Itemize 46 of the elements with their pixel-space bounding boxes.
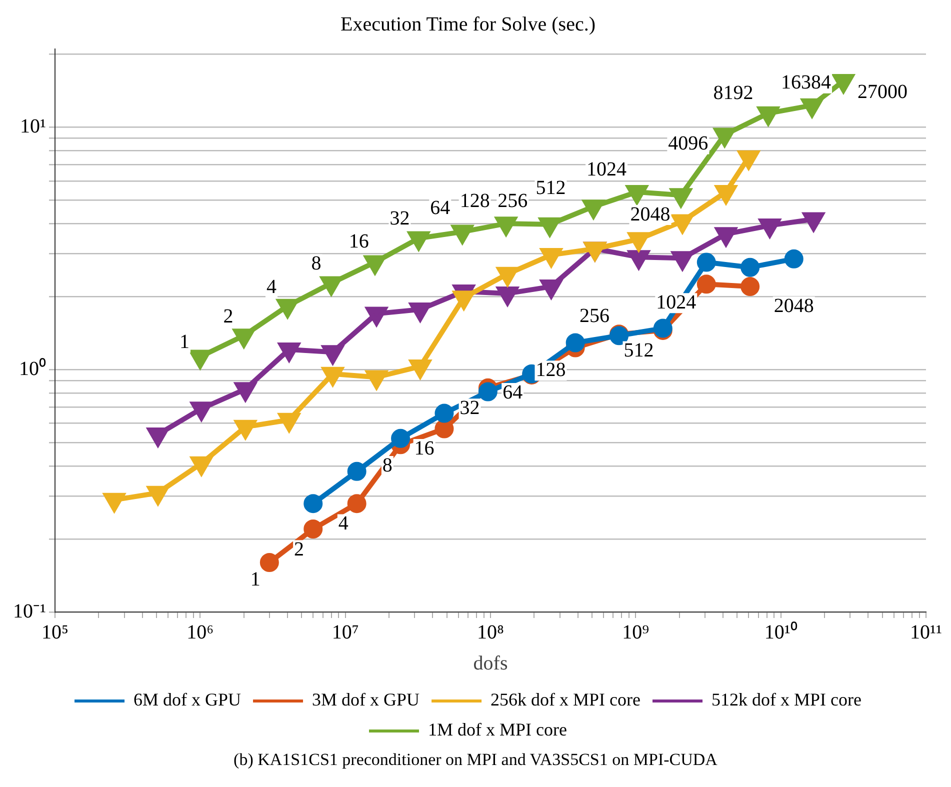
x-tick-label: 10⁵ (42, 621, 68, 644)
chart-title: Execution Time for Solve (sec.) (340, 13, 596, 36)
annotation: 1 (180, 331, 190, 353)
legend-label: 256k dof x MPI core (490, 690, 641, 710)
x-tick-label: 10¹¹ (910, 621, 942, 644)
y-tick-label: 10¹ (20, 115, 46, 138)
x-axis-title: dofs (473, 652, 508, 674)
annotation: 16 (414, 437, 434, 460)
annotation: 4 (266, 276, 276, 298)
annotation: 8 (311, 252, 322, 274)
annotation: 64 (502, 381, 523, 404)
legend-label: 1M dof x MPI core (428, 720, 567, 740)
annotation: 2 (223, 306, 234, 328)
annotation: 16 (348, 230, 369, 253)
annotation: 256 (579, 305, 610, 328)
annotation: 16384 (781, 72, 832, 94)
x-tick-label: 10⁹ (622, 621, 650, 644)
annotation: 4096 (668, 132, 708, 154)
annotation: 8192 (713, 82, 754, 104)
annotation: 32 (390, 207, 410, 230)
annotation: 1 (250, 568, 260, 591)
text: (b) KA1S1CS1 preconditioner on MPI and VA3S5CS1 on MPI-CUDA (232, 750, 718, 770)
y-tick-label: 10⁻¹ (12, 600, 46, 622)
annotation: 2048 (774, 294, 814, 317)
legend-label: 512k dof x MPI core (712, 690, 862, 710)
x-tick-label: 10⁷ (332, 621, 359, 644)
y-tick-label: 10⁰ (18, 356, 46, 380)
annotation: 2 (294, 538, 304, 560)
annotation: 1024 (656, 291, 696, 314)
annotation: 128 (536, 358, 566, 381)
annotation: 512 (536, 177, 566, 200)
annotation: 128 (460, 190, 490, 212)
annotation: 512 (624, 339, 654, 362)
annotation: 27000 (857, 81, 908, 104)
legend-label: 6M dof x GPU (134, 690, 242, 710)
annotation: 1024 (586, 158, 627, 180)
x-tick-label: 10⁸ (477, 621, 504, 644)
annotation: 8 (382, 454, 392, 476)
annotation: 64 (430, 197, 450, 220)
annotation: 4 (338, 512, 348, 535)
annotation: 2048 (630, 203, 670, 226)
annotation: 32 (460, 396, 480, 419)
legend-label: 3M dof x GPU (312, 690, 420, 710)
x-tick-label: 10⁶ (186, 621, 214, 644)
annotation: 256 (498, 190, 528, 212)
x-tick-label: 10¹⁰ (764, 620, 798, 644)
